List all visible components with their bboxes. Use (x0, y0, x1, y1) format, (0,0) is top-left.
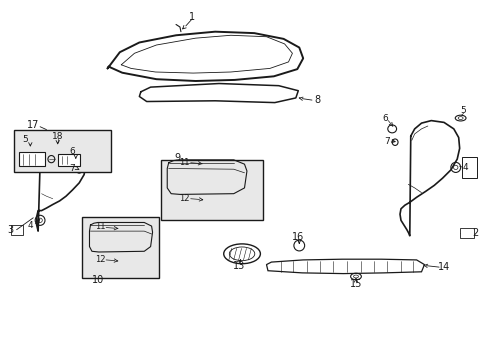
Text: 15: 15 (349, 279, 362, 289)
Text: 9: 9 (174, 153, 180, 163)
Text: 2: 2 (471, 228, 477, 238)
Bar (82, 217, 159, 278)
Bar (58, 154, 80, 166)
Text: 6: 6 (382, 114, 387, 122)
Text: 8: 8 (314, 95, 320, 105)
Text: 3: 3 (8, 225, 14, 235)
Text: 4: 4 (27, 220, 33, 230)
Bar (19, 152, 45, 166)
Text: 1: 1 (188, 12, 194, 22)
Text: 16: 16 (291, 232, 304, 242)
Bar (161, 160, 263, 220)
Text: 5: 5 (460, 107, 466, 116)
Text: 7: 7 (384, 137, 389, 146)
Text: 13: 13 (232, 261, 244, 271)
Text: 11: 11 (179, 158, 190, 166)
Text: 18: 18 (52, 132, 63, 141)
Text: 11: 11 (95, 222, 105, 231)
Text: 5: 5 (22, 135, 28, 144)
Bar (11, 225, 23, 235)
Text: 4: 4 (461, 163, 467, 172)
Text: 10: 10 (91, 275, 104, 285)
Text: 14: 14 (437, 262, 449, 272)
Text: 17: 17 (27, 120, 40, 130)
Text: 6: 6 (69, 148, 75, 157)
Polygon shape (266, 259, 424, 274)
Text: 12: 12 (179, 194, 190, 202)
Text: 12: 12 (95, 255, 105, 264)
Text: 7: 7 (69, 164, 75, 173)
Bar (459, 228, 473, 238)
Bar (14, 130, 111, 172)
Bar (461, 157, 476, 178)
